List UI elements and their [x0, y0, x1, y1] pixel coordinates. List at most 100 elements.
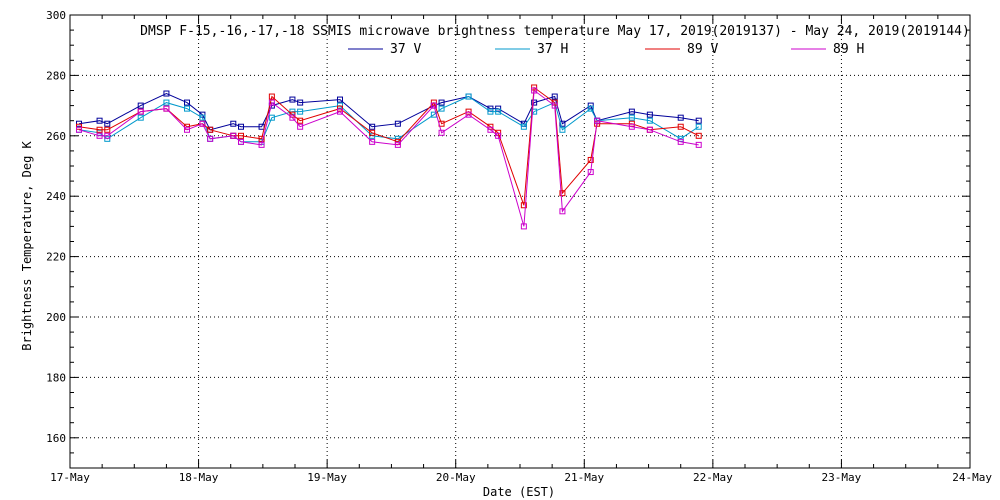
- plot-frame: [69, 14, 971, 469]
- data-point: [559, 208, 566, 215]
- data-point: [531, 99, 538, 106]
- data-point: [695, 123, 702, 130]
- data-point: [559, 120, 566, 127]
- data-point: [163, 105, 170, 112]
- data-point: [531, 87, 538, 94]
- data-point: [199, 120, 206, 127]
- data-point: [258, 141, 265, 148]
- data-point: [438, 99, 445, 106]
- data-point: [695, 141, 702, 148]
- data-point: [207, 126, 214, 133]
- data-point: [587, 105, 594, 112]
- data-point: [238, 132, 244, 139]
- data-point: [369, 138, 376, 145]
- series-line: [78, 95, 699, 143]
- data-point: [104, 135, 111, 142]
- data-point: [184, 99, 190, 106]
- data-point: [487, 126, 494, 133]
- y-tick-label: 180: [46, 371, 66, 384]
- data-point: [677, 123, 684, 130]
- data-point: [104, 120, 111, 127]
- data-point: [230, 120, 237, 127]
- data-point: [96, 126, 103, 133]
- data-point: [199, 114, 206, 121]
- data-point: [628, 108, 635, 115]
- data-point: [137, 108, 144, 115]
- y-tick-label: 240: [46, 190, 66, 203]
- data-point: [268, 99, 275, 106]
- axis-ticks: 160 180 200 220 240 260 280 300 17-May 18-May 19-M…: [46, 9, 992, 484]
- chart-title: DMSP F-15,-16,-17,-18 SSMIS microwave br…: [140, 24, 970, 39]
- data-point: [677, 138, 684, 145]
- data-point: [587, 169, 594, 176]
- data-point: [289, 96, 296, 103]
- y-tick-label: 300: [46, 9, 66, 22]
- legend: 37 V 37 H 89 V 89 H: [348, 42, 864, 57]
- data-point: [297, 108, 304, 115]
- data-point: [184, 105, 190, 112]
- data-point: [104, 132, 111, 139]
- y-tick-label: 160: [46, 432, 66, 445]
- series-37-h: [76, 93, 702, 145]
- data-point: [337, 108, 343, 115]
- data-point: [297, 117, 304, 124]
- data-point: [559, 190, 566, 197]
- series-line: [78, 89, 699, 227]
- series-line: [78, 86, 699, 206]
- y-tick-label: 260: [46, 130, 66, 143]
- y-axis-label: Brightness Temperature, Deg K: [20, 140, 34, 350]
- data-point: [268, 114, 275, 121]
- data-point: [551, 93, 558, 100]
- data-point: [258, 135, 265, 142]
- legend-label: 37 H: [537, 42, 568, 57]
- x-tick-label: 22-May: [693, 471, 733, 484]
- data-point: [394, 141, 401, 148]
- data-point: [465, 93, 472, 100]
- data-point: [394, 120, 401, 127]
- y-tick-label: 220: [46, 251, 66, 264]
- data-point: [695, 117, 702, 124]
- data-point: [587, 156, 594, 163]
- data-point: [677, 114, 684, 121]
- data-point: [163, 99, 170, 106]
- y-tick-label: 280: [46, 69, 66, 82]
- data-point: [628, 123, 635, 130]
- x-axis-label: Date (EST): [483, 485, 555, 499]
- x-tick-label: 18-May: [179, 471, 219, 484]
- series-89-h: [76, 87, 702, 230]
- data-point: [487, 108, 494, 115]
- data-point: [465, 111, 472, 118]
- data-point: [695, 132, 702, 139]
- data-point: [297, 123, 304, 130]
- data-point: [207, 135, 214, 142]
- data-point: [520, 123, 527, 130]
- data-point: [646, 117, 653, 124]
- gridlines: [70, 15, 970, 468]
- series-layer: [76, 84, 702, 230]
- data-point: [594, 117, 601, 124]
- data-point: [76, 120, 82, 127]
- data-point: [369, 129, 376, 136]
- legend-label: 37 V: [390, 42, 421, 57]
- data-point: [559, 126, 566, 133]
- data-point: [230, 132, 237, 139]
- data-point: [104, 126, 111, 133]
- data-point: [268, 93, 275, 100]
- series-37-v: [76, 90, 702, 133]
- y-tick-label: 200: [46, 311, 66, 324]
- data-point: [76, 126, 82, 133]
- x-tick-label: 21-May: [564, 471, 604, 484]
- data-point: [628, 114, 635, 121]
- legend-label: 89 V: [687, 42, 718, 57]
- x-tick-label: 19-May: [307, 471, 347, 484]
- data-point: [430, 102, 437, 109]
- data-point: [137, 102, 144, 109]
- data-point: [495, 132, 502, 139]
- x-tick-label: 24-May: [952, 471, 992, 484]
- data-point: [289, 114, 296, 121]
- data-point: [76, 123, 82, 130]
- series-line: [78, 92, 699, 131]
- data-point: [238, 138, 244, 145]
- data-point: [646, 126, 653, 133]
- data-point: [646, 111, 653, 118]
